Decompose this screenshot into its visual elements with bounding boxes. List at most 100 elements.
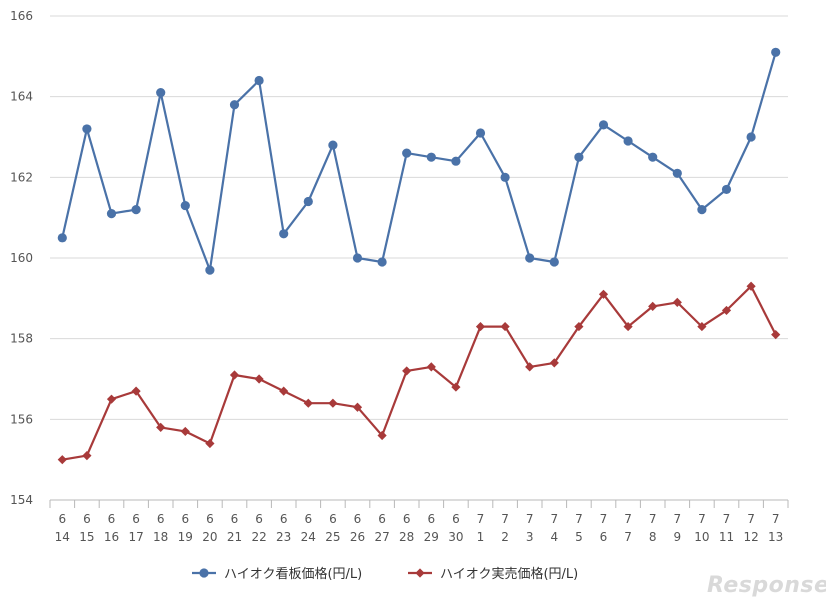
x-tick-label-day: 3 [526,530,534,544]
x-tick-label-month: 7 [649,512,657,526]
data-point [623,321,633,332]
x-tick-label-day: 16 [104,530,119,544]
legend: ハイオク看板価格(円/L) ハイオク実売価格(円/L) [192,566,578,582]
x-tick-label-month: 6 [108,512,116,526]
data-point [426,152,436,162]
data-point [352,402,363,412]
data-point [451,382,461,392]
data-point [672,168,682,178]
data-point [475,128,486,138]
data-point [426,362,436,372]
x-tick-label-day: 26 [350,530,365,544]
data-point [57,455,67,465]
x-tick-label-day: 1 [477,530,485,544]
data-point [254,75,264,86]
data-point [156,88,166,98]
data-point [352,253,363,263]
x-tick-label-day: 20 [202,530,217,544]
data-point [254,374,264,384]
x-tick-label-day: 30 [448,530,463,544]
data-point [771,47,781,57]
legend-label: ハイオク看板価格(円/L) [224,566,362,582]
data-point [402,148,412,158]
x-tick-label-day: 8 [649,530,657,544]
x-tick-label-day: 19 [178,530,193,544]
data-point [648,152,658,162]
data-point [131,205,141,215]
legend-item-2: ハイオク実売価格(円/L) [408,566,578,582]
x-tick-label-day: 18 [153,530,168,544]
watermark-logo: Response. [707,573,826,598]
x-tick-label-day: 21 [227,530,242,544]
data-point [746,132,756,142]
x-tick-label-day: 7 [624,530,632,544]
data-point [303,398,313,408]
data-point [229,370,240,380]
x-axis: 6146156166176186196206216226236246256266… [49,499,789,544]
data-point [500,172,510,182]
x-tick-label-month: 6 [157,512,165,526]
x-tick-label-day: 12 [743,530,758,544]
x-tick-label-month: 6 [354,512,362,526]
data-point [205,438,215,449]
legend-label: ハイオク実売価格(円/L) [440,566,578,582]
data-point [451,156,461,166]
data-point [106,209,117,219]
data-point [205,265,215,275]
data-point [721,305,732,316]
x-tick-label-month: 7 [550,512,558,526]
x-tick-label-day: 4 [550,530,558,544]
data-point [303,196,313,207]
data-point [525,362,535,372]
x-tick-label-month: 7 [723,512,731,526]
x-tick-label-day: 17 [128,530,143,544]
x-tick-label-month: 7 [747,512,755,526]
data-point [377,430,387,441]
x-tick-label-month: 6 [280,512,288,526]
x-tick-label-day: 25 [325,530,340,544]
data-point [746,281,756,291]
data-point [229,100,240,110]
x-tick-label-month: 6 [255,512,263,526]
series-line [62,285,777,461]
data-point [598,289,609,299]
legend-item-1: ハイオク看板価格(円/L) [192,566,362,582]
x-tick-label-day: 13 [768,530,783,544]
y-tick-label: 156 [10,412,33,426]
x-tick-label-day: 15 [79,530,94,544]
x-tick-label-month: 6 [304,512,312,526]
data-point [697,205,707,215]
x-tick-label-day: 2 [501,530,509,544]
data-point [672,297,682,307]
data-point [525,253,535,263]
series-2 [57,281,781,465]
x-tick-label-month: 6 [452,512,460,526]
x-tick-label-day: 9 [673,530,681,544]
x-tick-label-day: 22 [251,530,266,544]
series-group [57,47,781,465]
x-tick-label-month: 6 [403,512,411,526]
x-tick-label-day: 29 [424,530,439,544]
x-tick-label-month: 7 [673,512,681,526]
data-point [82,124,92,134]
x-tick-label-month: 6 [378,512,386,526]
data-point [697,321,707,332]
x-tick-label-month: 6 [231,512,239,526]
data-point [377,257,387,267]
x-tick-label-day: 10 [694,530,709,544]
y-tick-label: 162 [10,170,33,184]
x-tick-label-month: 6 [427,512,435,526]
data-point [82,451,92,461]
x-tick-label-day: 23 [276,530,291,544]
data-point [156,422,166,432]
data-point [279,386,289,396]
x-tick-label-month: 6 [181,512,189,526]
data-point [475,321,486,332]
x-tick-label-month: 7 [526,512,534,526]
x-tick-label-month: 7 [698,512,706,526]
x-tick-label-month: 7 [772,512,780,526]
data-point [180,426,190,437]
data-point [771,330,781,340]
data-point [328,398,338,408]
